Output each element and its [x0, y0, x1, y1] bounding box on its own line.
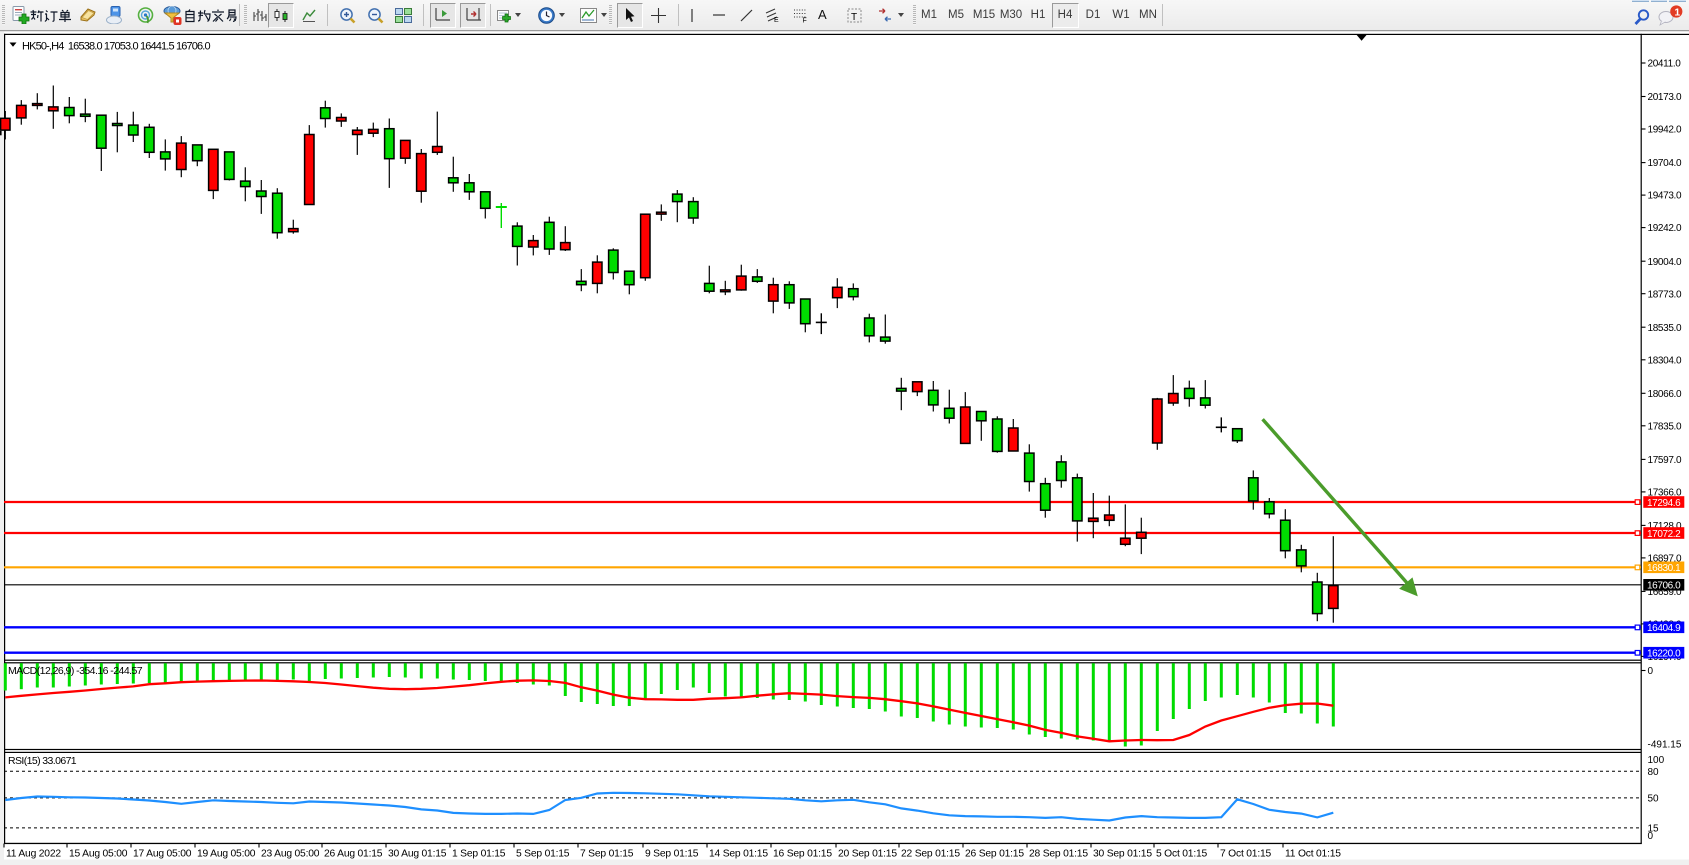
svg-text:7 Oct 01:15: 7 Oct 01:15 — [1220, 849, 1272, 860]
svg-text:15 Aug 05:00: 15 Aug 05:00 — [69, 849, 128, 860]
svg-text:9 Sep 01:15: 9 Sep 01:15 — [645, 849, 699, 860]
svg-text:18066.0: 18066.0 — [1648, 389, 1682, 400]
svg-text:T: T — [851, 12, 857, 23]
svg-text:-491.15: -491.15 — [1648, 740, 1682, 751]
svg-text:30 Sep 01:15: 30 Sep 01:15 — [1093, 849, 1152, 860]
svg-text:20 Sep 01:15: 20 Sep 01:15 — [838, 849, 897, 860]
svg-text:11 Aug 2022: 11 Aug 2022 — [6, 849, 61, 860]
svg-text:16404.9: 16404.9 — [1647, 623, 1681, 634]
svg-text:17072.2: 17072.2 — [1647, 529, 1681, 540]
svg-text:E: E — [774, 17, 779, 23]
svg-text:0: 0 — [1648, 831, 1654, 842]
svg-text:18535.0: 18535.0 — [1648, 323, 1682, 334]
svg-text:16830.1: 16830.1 — [1647, 563, 1681, 574]
svg-text:30 Aug 01:15: 30 Aug 01:15 — [388, 849, 447, 860]
svg-text:16659.0: 16659.0 — [1648, 587, 1682, 598]
svg-text:19704.0: 19704.0 — [1648, 158, 1682, 169]
svg-text:F: F — [803, 17, 807, 23]
svg-text:11 Oct 01:15: 11 Oct 01:15 — [1285, 849, 1341, 860]
svg-text:17294.6: 17294.6 — [1647, 498, 1681, 509]
svg-text:22 Sep 01:15: 22 Sep 01:15 — [901, 849, 960, 860]
svg-text:16706.0: 16706.0 — [1647, 581, 1681, 592]
svg-text:19942.0: 19942.0 — [1648, 125, 1682, 136]
svg-text:19004.0: 19004.0 — [1648, 257, 1682, 268]
svg-text:80: 80 — [1648, 767, 1660, 778]
svg-text:7 Sep 01:15: 7 Sep 01:15 — [580, 849, 634, 860]
svg-text:RSI(15) 33.0671: RSI(15) 33.0671 — [8, 755, 77, 767]
svg-text:16 Sep 01:15: 16 Sep 01:15 — [773, 849, 832, 860]
svg-text:17835.0: 17835.0 — [1648, 421, 1682, 432]
svg-text:17128.0: 17128.0 — [1648, 521, 1682, 532]
svg-text:15: 15 — [1648, 824, 1660, 835]
svg-text:17366.0: 17366.0 — [1648, 488, 1682, 499]
svg-text:19 Aug 05:00: 19 Aug 05:00 — [197, 849, 256, 860]
svg-text:20411.0: 20411.0 — [1648, 59, 1682, 70]
svg-text:23 Aug 05:00: 23 Aug 05:00 — [261, 849, 320, 860]
svg-text:19242.0: 19242.0 — [1648, 223, 1682, 234]
svg-text:0: 0 — [1648, 666, 1654, 677]
svg-text:50: 50 — [1648, 794, 1660, 805]
svg-text:MACD(12,26,9) -354.16 -244.57: MACD(12,26,9) -354.16 -244.57 — [8, 665, 143, 677]
svg-text:26 Aug 01:15: 26 Aug 01:15 — [324, 849, 383, 860]
svg-text:26 Sep 01:15: 26 Sep 01:15 — [965, 849, 1024, 860]
svg-text:18773.0: 18773.0 — [1648, 289, 1682, 300]
svg-text:17597.0: 17597.0 — [1648, 455, 1682, 466]
svg-text:5 Sep 01:15: 5 Sep 01:15 — [516, 849, 570, 860]
svg-text:16220.0: 16220.0 — [1647, 649, 1681, 660]
svg-text:HK50-,H4 16538.0 17053.0 1644: HK50-,H4 16538.0 17053.0 16441.5 16706.0 — [22, 40, 211, 52]
svg-text:14 Sep 01:15: 14 Sep 01:15 — [709, 849, 768, 860]
svg-text:16897.0: 16897.0 — [1648, 554, 1682, 565]
svg-text:18304.0: 18304.0 — [1648, 355, 1682, 366]
svg-text:100: 100 — [1648, 755, 1665, 766]
svg-text:28 Sep 01:15: 28 Sep 01:15 — [1029, 849, 1088, 860]
svg-text:17 Aug 05:00: 17 Aug 05:00 — [133, 849, 192, 860]
svg-text:5 Oct 01:15: 5 Oct 01:15 — [1156, 849, 1208, 860]
svg-text:20173.0: 20173.0 — [1648, 92, 1682, 103]
svg-text:1: 1 — [1674, 6, 1680, 18]
svg-text:19473.0: 19473.0 — [1648, 191, 1682, 202]
svg-text:1 Sep 01:15: 1 Sep 01:15 — [452, 849, 506, 860]
